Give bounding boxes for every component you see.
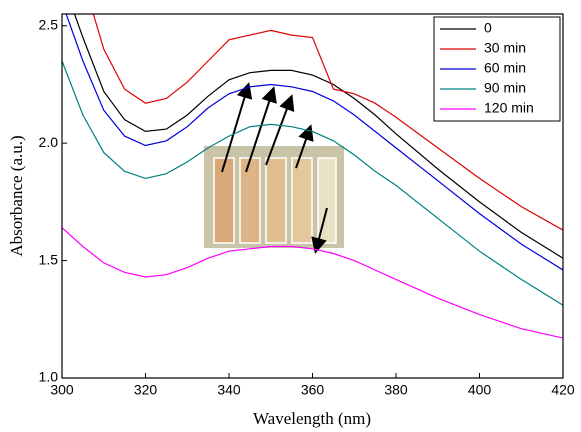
x-tick-label: 340 bbox=[217, 382, 241, 398]
inset-photo bbox=[204, 146, 344, 248]
data-line bbox=[62, 60, 563, 306]
data-line bbox=[65, 14, 563, 271]
x-tick-label: 420 bbox=[551, 382, 575, 398]
x-tick-label: 320 bbox=[134, 382, 158, 398]
y-tick-label: 2.0 bbox=[39, 134, 59, 150]
y-axis-title: Absorbance (a.u.) bbox=[7, 135, 26, 256]
legend-label: 60 min bbox=[484, 60, 526, 76]
y-tick-label: 1.5 bbox=[39, 251, 59, 267]
x-axis-title: Wavelength (nm) bbox=[253, 409, 371, 428]
data-line bbox=[73, 14, 563, 259]
x-tick-label: 380 bbox=[384, 382, 408, 398]
arrows bbox=[221, 82, 328, 254]
y-tick-label: 2.5 bbox=[39, 16, 59, 32]
data-line bbox=[62, 227, 563, 339]
legend-label: 30 min bbox=[484, 40, 526, 56]
legend-label: 90 min bbox=[484, 80, 526, 96]
x-tick-label: 400 bbox=[468, 382, 492, 398]
x-tick-label: 360 bbox=[301, 382, 325, 398]
data-line bbox=[92, 14, 563, 231]
plot-lines bbox=[62, 14, 563, 339]
x-tick-label: 300 bbox=[50, 382, 74, 398]
legend-label: 0 bbox=[484, 20, 492, 36]
y-tick-label: 1.0 bbox=[39, 369, 59, 385]
legend-label: 120 min bbox=[484, 100, 534, 116]
